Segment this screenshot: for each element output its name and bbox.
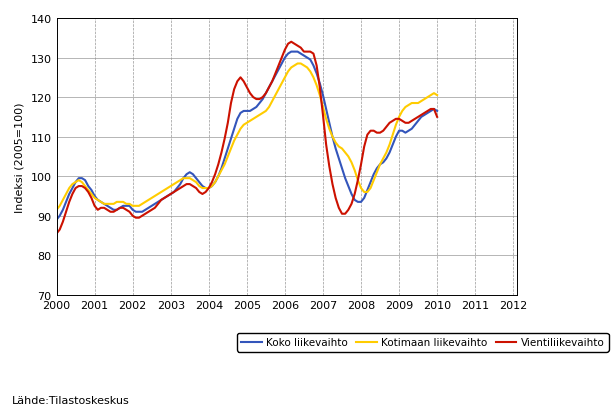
Vientiliikevaihto <box>53 231 60 236</box>
Kotimaan liikevaihto <box>215 174 222 179</box>
Koko liikevaihto <box>91 194 98 199</box>
Koko liikevaihto <box>53 218 60 223</box>
Vientiliikevaihto <box>433 115 441 120</box>
Kotimaan liikevaihto <box>313 83 321 88</box>
Koko liikevaihto <box>411 123 419 128</box>
Text: Lähde:Tilastoskeskus: Lähde:Tilastoskeskus <box>12 395 130 405</box>
Line: Vientiliikevaihto: Vientiliikevaihto <box>56 43 437 234</box>
Koko liikevaihto <box>287 50 295 55</box>
Line: Kotimaan liikevaihto: Kotimaan liikevaihto <box>56 64 437 210</box>
Koko liikevaihto <box>433 109 441 114</box>
Kotimaan liikevaihto <box>291 64 298 69</box>
Kotimaan liikevaihto <box>433 93 441 98</box>
Kotimaan liikevaihto <box>91 196 98 201</box>
Vientiliikevaihto <box>142 212 149 217</box>
Koko liikevaihto <box>142 208 149 213</box>
Koko liikevaihto <box>313 72 321 77</box>
Kotimaan liikevaihto <box>411 101 419 106</box>
Kotimaan liikevaihto <box>53 208 60 213</box>
Vientiliikevaihto <box>411 117 419 122</box>
Vientiliikevaihto <box>91 204 98 209</box>
Vientiliikevaihto <box>294 44 301 49</box>
Kotimaan liikevaihto <box>142 200 149 205</box>
Koko liikevaihto <box>294 50 301 55</box>
Line: Koko liikevaihto: Koko liikevaihto <box>56 52 437 220</box>
Y-axis label: Indeksi (2005=100): Indeksi (2005=100) <box>15 102 25 212</box>
Koko liikevaihto <box>215 174 222 179</box>
Vientiliikevaihto <box>313 64 321 69</box>
Legend: Koko liikevaihto, Kotimaan liikevaihto, Vientiliikevaihto: Koko liikevaihto, Kotimaan liikevaihto, … <box>237 333 608 352</box>
Kotimaan liikevaihto <box>294 62 301 67</box>
Vientiliikevaihto <box>215 162 222 167</box>
Vientiliikevaihto <box>287 40 295 45</box>
